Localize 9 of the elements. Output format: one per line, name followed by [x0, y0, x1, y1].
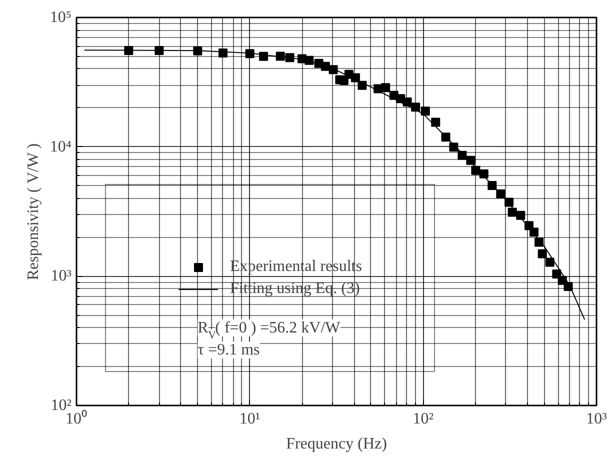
annotation: τ =9.1 ms: [198, 341, 260, 358]
y-tick-label: 10³: [50, 268, 72, 285]
y-tick-label: 10⁴: [50, 138, 72, 156]
x-tick-label: 10¹: [239, 410, 260, 428]
x-tick-label: 10³: [586, 410, 608, 428]
y-tick-label: 10⁵: [50, 9, 72, 26]
y-axis-title: Responsivity ( V/W ): [24, 143, 42, 280]
x-axis-title: Frequency (Hz): [286, 436, 387, 452]
x-tick-label: 10²: [412, 410, 434, 428]
